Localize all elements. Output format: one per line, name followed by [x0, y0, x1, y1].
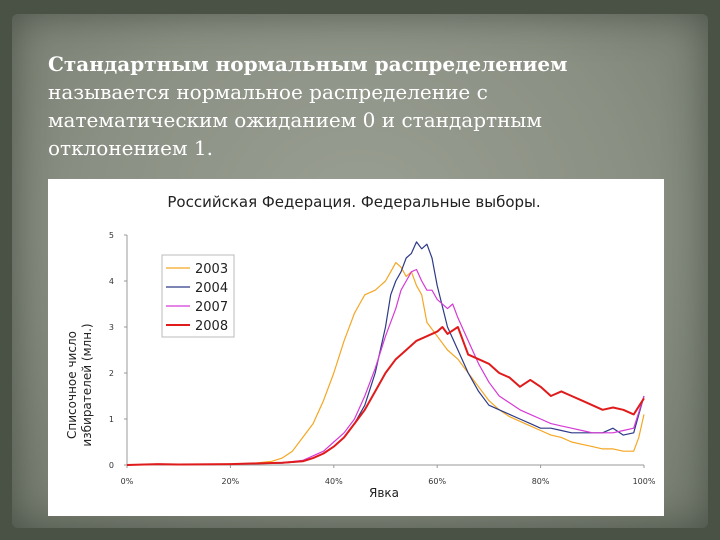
series-line-2007 [126, 268, 645, 466]
y-tick-label: 1 [109, 415, 114, 424]
y-axis-label-line-2: избирателей (млн.) [80, 323, 94, 446]
series-line-2003 [126, 261, 645, 466]
x-tick-label: 0% [121, 477, 134, 486]
chart-title: Российская Федерация. Федеральные выборы… [167, 193, 540, 211]
x-tick-label: 80% [532, 477, 550, 486]
legend-label-2004: 2004 [195, 281, 228, 296]
legend-label-2007: 2007 [195, 300, 228, 315]
legend-label-2008: 2008 [195, 319, 228, 334]
x-tick-label: 60% [428, 477, 446, 486]
y-tick-label: 5 [109, 231, 114, 240]
y-tick-label: 0 [109, 461, 114, 470]
definition-text: Стандартным нормальным распределением на… [48, 50, 648, 162]
y-tick-label: 4 [109, 277, 114, 286]
legend-label-2003: 2003 [195, 262, 228, 277]
line-chart: Российская Федерация. Федеральные выборы… [65, 193, 656, 500]
x-tick-label: 20% [222, 477, 240, 486]
x-axis-label: Явка [369, 486, 399, 500]
definition-rest: называется нормальное распределение с ма… [48, 80, 542, 160]
y-tick-label: 3 [109, 323, 114, 332]
chart-series [126, 241, 645, 466]
y-axis-label-line-1: Списочное число [65, 331, 79, 439]
y-tick-label: 2 [109, 369, 114, 378]
definition-lead: Стандартным нормальным распределением [48, 52, 568, 76]
chart-legend: 2003 2004 2007 2008 [161, 254, 235, 338]
legend-box [161, 254, 235, 338]
x-tick-label: 100% [633, 477, 656, 486]
x-tick-label: 40% [325, 477, 343, 486]
series-line-2008 [126, 326, 645, 466]
chart-container: Российская Федерация. Федеральные выборы… [48, 179, 664, 516]
